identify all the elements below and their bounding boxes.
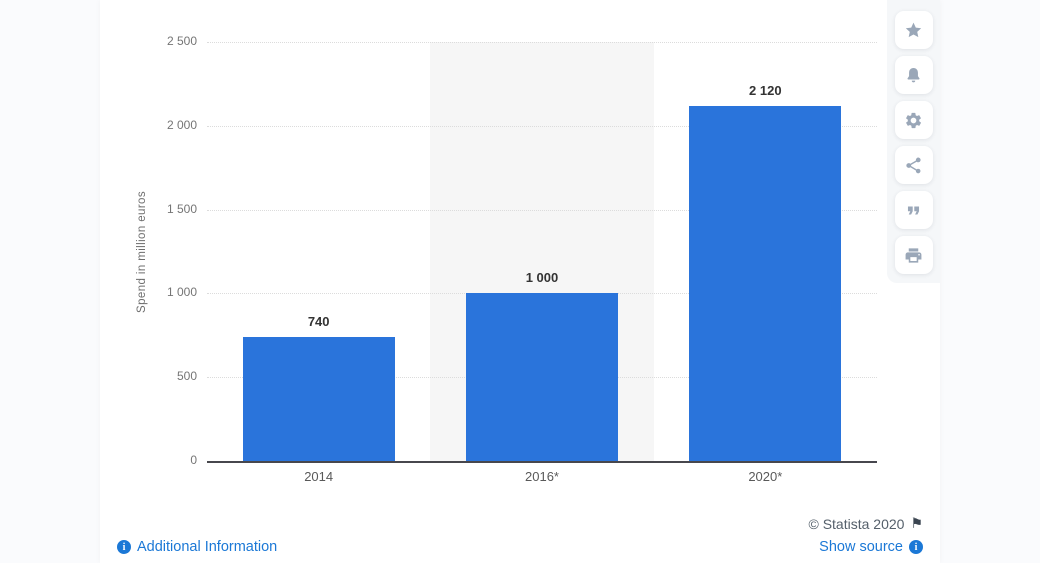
y-tick-label: 1 500 (166, 201, 197, 216)
favorite-star-button[interactable] (894, 11, 933, 49)
print-button[interactable] (894, 236, 933, 274)
cite-quote-icon (904, 201, 923, 220)
show-source-link[interactable]: Show source i (819, 539, 923, 555)
chart-toolbar (887, 0, 940, 283)
y-tick-label: 500 (176, 369, 197, 384)
x-axis-line (207, 461, 877, 463)
y-tick-label: 2 500 (166, 34, 197, 48)
bar-value-label: 2 120 (749, 82, 782, 98)
x-tick-label: 2014 (304, 469, 334, 484)
favorite-star-icon (904, 21, 923, 40)
share-button[interactable] (894, 146, 933, 184)
show-source-label: Show source (819, 539, 903, 555)
additional-information-link[interactable]: i Additional Information (117, 539, 277, 555)
bar-value-label: 1 000 (525, 270, 559, 286)
share-icon (904, 156, 923, 175)
settings-gear-icon (904, 111, 923, 130)
bar-value-label: 740 (307, 313, 330, 329)
info-icon: i (909, 540, 923, 554)
y-tick-label: 2 000 (166, 117, 197, 132)
gridline-1500 (207, 209, 877, 211)
y-tick-label: 1 000 (166, 285, 197, 300)
y-axis-title: Spend in million euros (136, 190, 148, 313)
y-tick-label: 0 (190, 453, 197, 467)
bar-chart-plot-area: 0 500 1 000 1 500 2 000 2 500 740 2014 1 000 2016… (100, 0, 940, 563)
additional-information-label: Additional Information (137, 539, 278, 555)
copyright-text: © Statista 2020 (808, 515, 905, 532)
footer-links: i Additional Information Show source i (117, 539, 923, 555)
x-tick-label: 2016* (525, 469, 559, 484)
bar-2020*[interactable] (689, 105, 842, 461)
info-icon: i (117, 540, 131, 554)
notification-bell-icon (904, 66, 923, 85)
print-icon (904, 246, 923, 265)
bar-2014[interactable] (242, 336, 395, 461)
x-tick-label: 2020* (748, 469, 783, 484)
gridline-2500 (207, 42, 877, 43)
flag-icon: ⚑ (910, 515, 923, 531)
cite-quote-button[interactable] (894, 191, 933, 229)
notification-bell-button[interactable] (894, 56, 933, 94)
bar-2016*[interactable] (466, 293, 618, 461)
gridline-2000 (207, 125, 877, 127)
chart-card: 0 500 1 000 1 500 2 000 2 500 740 2014 1 000 2016… (100, 0, 940, 563)
y-axis-title-wrap: Spend in million euros (134, 42, 150, 461)
settings-gear-button[interactable] (894, 101, 933, 139)
copyright-line: © Statista 2020 ⚑ (809, 515, 924, 532)
